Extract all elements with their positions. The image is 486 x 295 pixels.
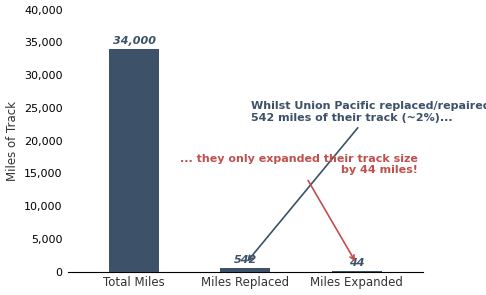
Bar xyxy=(109,49,159,272)
Text: 44: 44 xyxy=(349,258,364,268)
Text: 34,000: 34,000 xyxy=(113,36,156,46)
Text: Whilst Union Pacific replaced/repaired
542 miles of their track (~2%)...: Whilst Union Pacific replaced/repaired 5… xyxy=(248,101,486,260)
Text: ... they only expanded their track size
by 44 miles!: ... they only expanded their track size … xyxy=(180,154,417,260)
Y-axis label: Miles of Track: Miles of Track xyxy=(5,101,18,181)
Text: 542: 542 xyxy=(234,255,257,265)
Bar xyxy=(221,268,270,272)
